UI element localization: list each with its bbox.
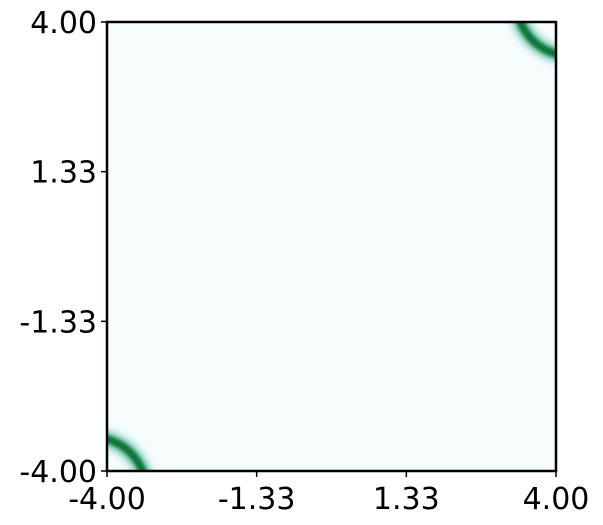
y-axis: -4.00 -1.33 1.33 4.00 [19,6,107,490]
density-layer [107,22,556,471]
y-tick-label: 1.33 [30,156,97,191]
density-region [107,425,157,471]
x-tick-label: -1.33 [218,482,296,517]
x-tick-label: 4.00 [523,482,590,517]
y-tick-label: -4.00 [19,455,97,490]
density-arc [516,22,556,58]
density-region [506,22,556,68]
density-arc [107,435,147,471]
x-axis: -4.00 -1.33 1.33 4.00 [68,471,589,517]
x-tick-label: -4.00 [68,482,146,517]
y-tick-label: -1.33 [19,305,97,340]
plot-frame [105,20,558,473]
plot-background [107,22,556,471]
x-tick-label: 1.33 [373,482,440,517]
y-tick-label: 4.00 [30,6,97,41]
